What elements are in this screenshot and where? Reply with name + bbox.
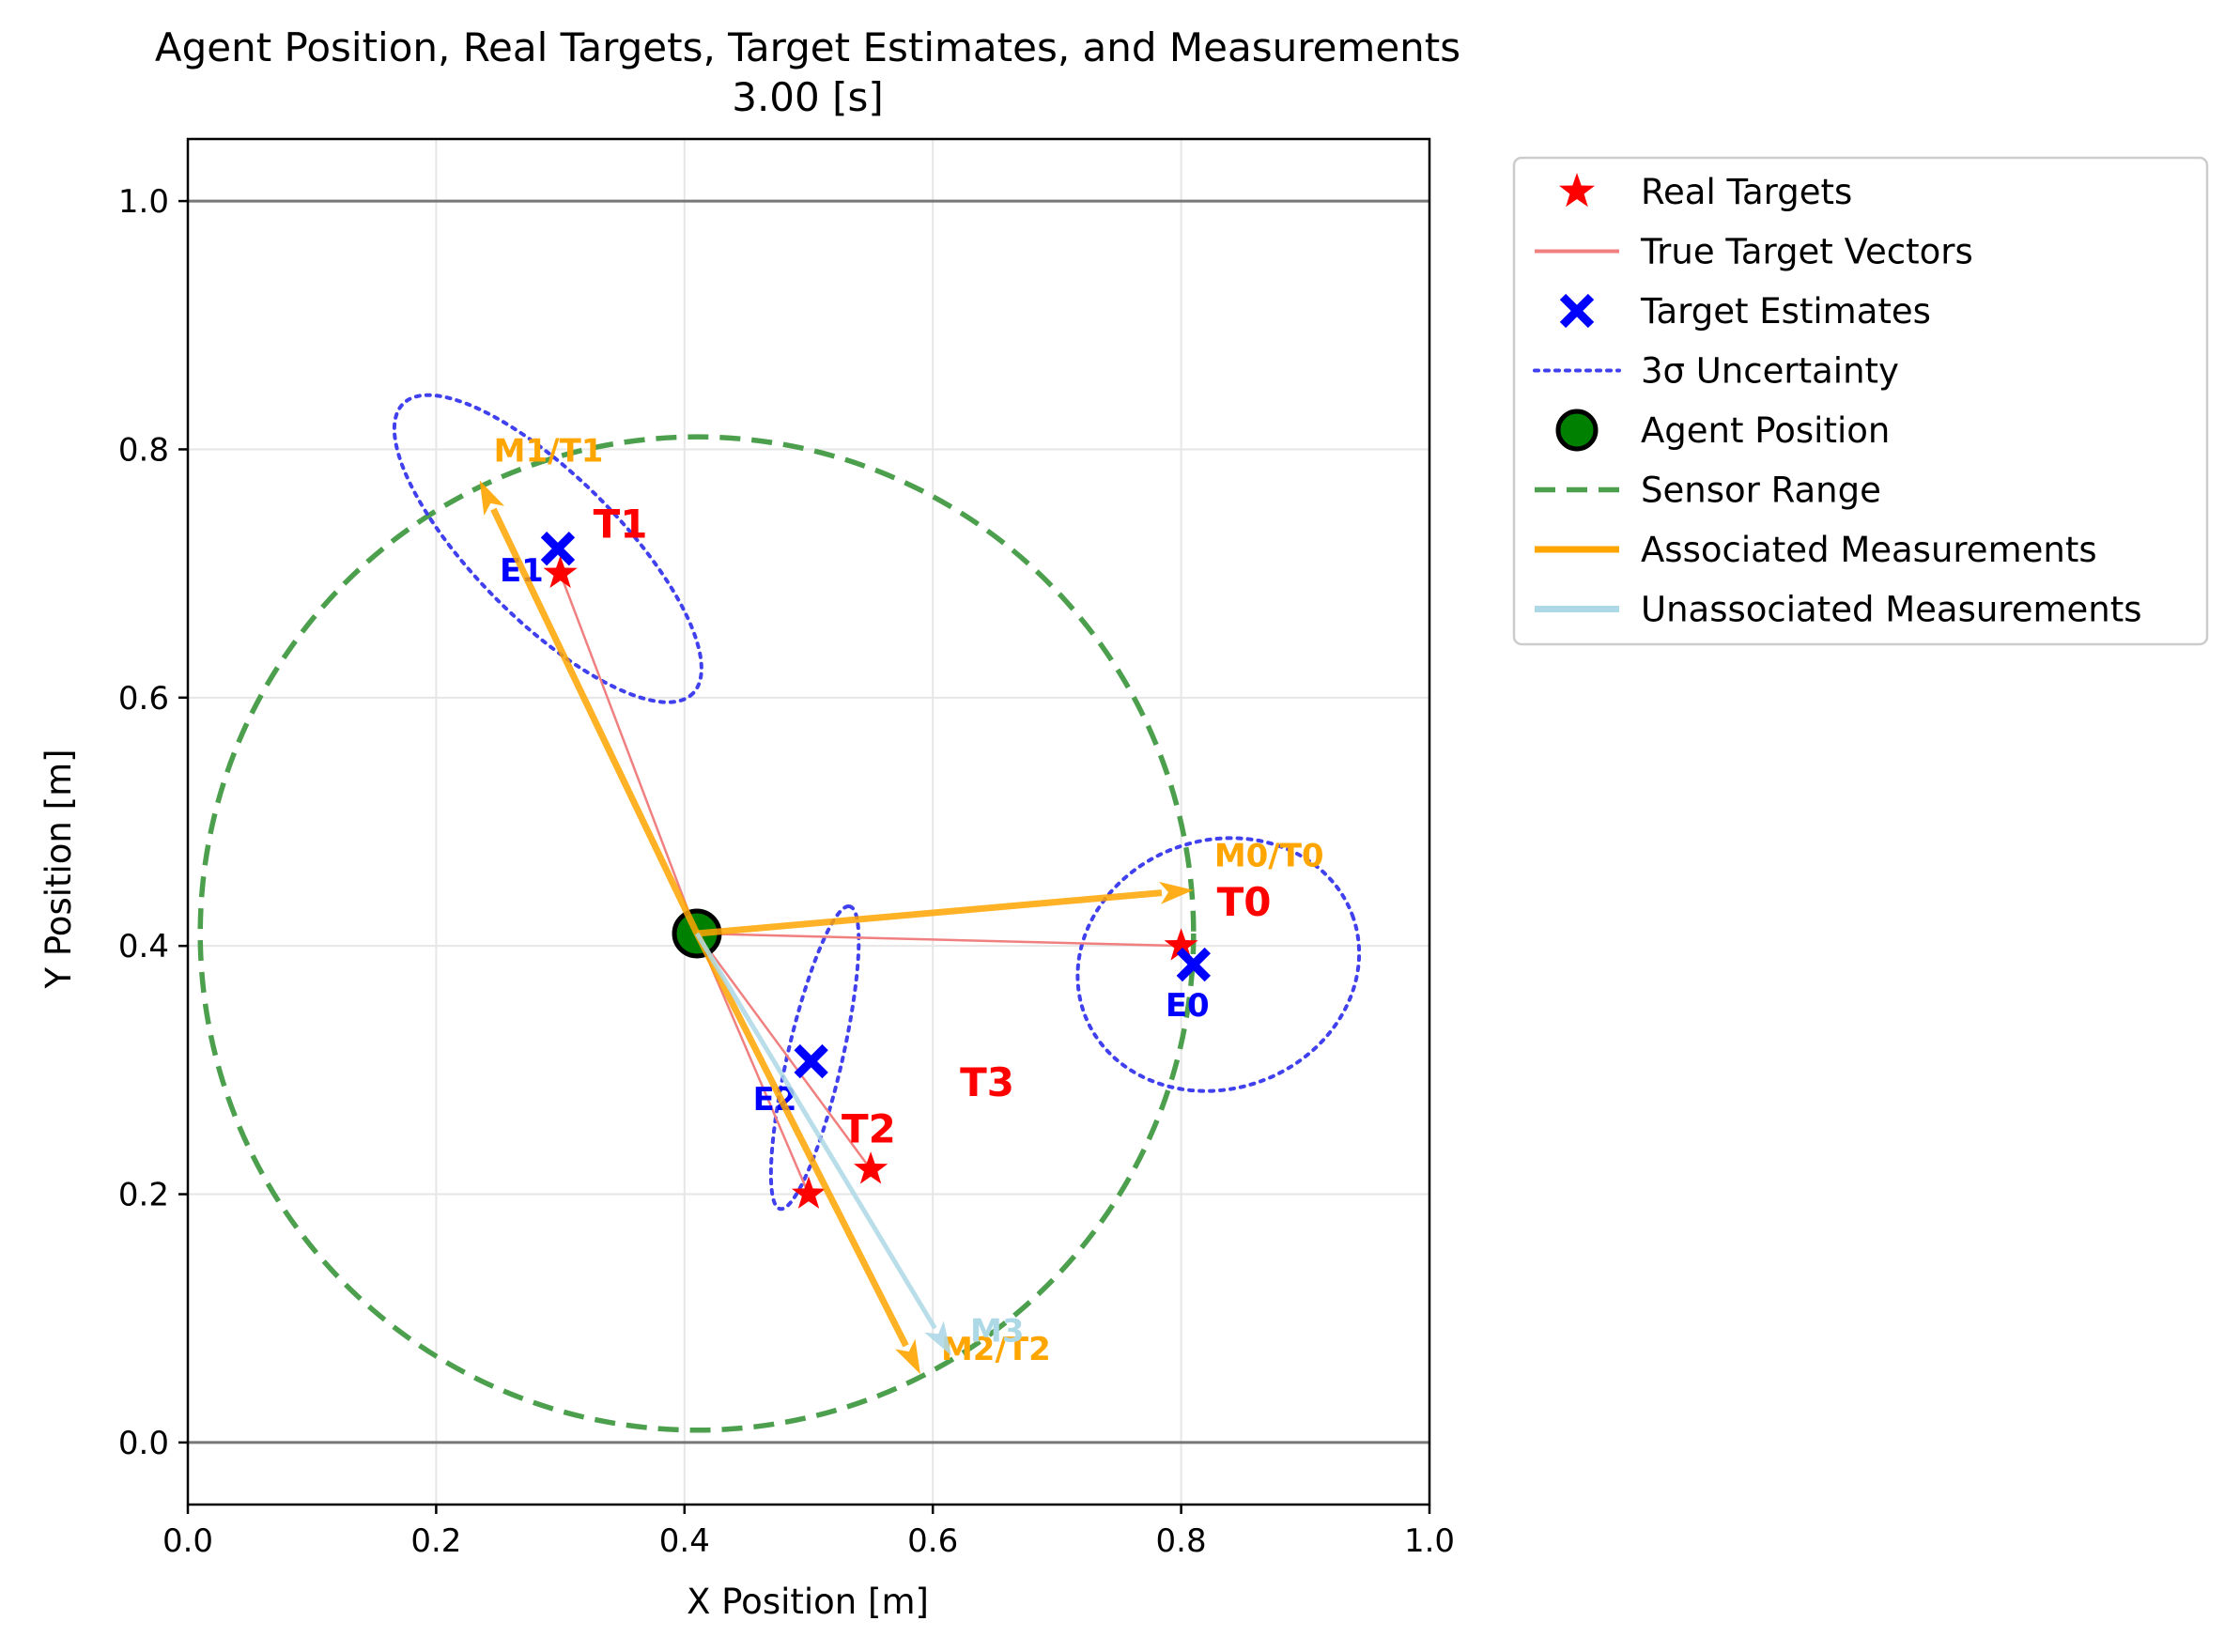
- uncertainty-ellipse: [392, 393, 703, 704]
- associated-measurement-arrow-head: [1158, 881, 1194, 904]
- sensor-range-circle: [197, 434, 1197, 1433]
- y-tick-label: 0.6: [118, 680, 169, 718]
- legend-star-icon: [1559, 173, 1595, 208]
- uncertainty-ellipse: [768, 903, 861, 1212]
- measurement-label: M3: [970, 1312, 1025, 1350]
- target-estimate-marker-stroke-b: [794, 1043, 828, 1079]
- x-tick-label: 0.4: [659, 1522, 710, 1560]
- legend-item: Target Estimates: [1559, 291, 1931, 332]
- real-target-label: T0: [1217, 879, 1272, 925]
- x-axis-label: X Position [m]: [687, 1582, 929, 1622]
- uncertainty-ellipse: [1075, 836, 1362, 1093]
- unassociated-measurement-arrow-head: [924, 1320, 952, 1356]
- target-estimate-marker: [1176, 947, 1212, 982]
- y-tick-label: 0.4: [118, 928, 169, 965]
- legend-label: Agent Position: [1641, 410, 1890, 451]
- true-target-vector: [696, 932, 1182, 948]
- legend-label: Unassociated Measurements: [1641, 590, 2142, 630]
- associated-measurement-arrow: [696, 881, 1194, 937]
- legend-label: True Target Vectors: [1640, 232, 1973, 272]
- y-tick-label: 0.8: [118, 431, 169, 469]
- plot-area: T0T1T2T3E0E1E2M0/T0M1/T1M2/T2M30.00.20.4…: [118, 137, 1455, 1560]
- measurement-label: M0/T0: [1214, 838, 1324, 875]
- legend-item: Sensor Range: [1535, 471, 1881, 511]
- legend-label: Associated Measurements: [1641, 530, 2097, 570]
- x-tick-label: 0.6: [907, 1522, 958, 1560]
- real-target-star: [1164, 928, 1198, 961]
- legend-x-icon: [1559, 293, 1595, 329]
- y-tick-label: 1.0: [118, 183, 169, 221]
- unassociated-measurement-arrow: [694, 932, 952, 1356]
- legend-item: Agent Position: [1555, 409, 1890, 452]
- legend-item: True Target Vectors: [1535, 232, 1973, 272]
- y-axis-label: Y Position [m]: [39, 749, 79, 989]
- target-estimate-marker: [794, 1043, 828, 1079]
- measurement-label: M2/T2: [941, 1331, 1051, 1368]
- associated-measurement-arrow-head: [894, 1338, 920, 1375]
- y-tick-label: 0.2: [118, 1177, 169, 1214]
- associated-measurement-arrow-shaft: [693, 932, 909, 1348]
- legend-label: Sensor Range: [1641, 471, 1881, 511]
- legend-item: 3σ Uncertainty: [1533, 351, 1899, 392]
- associated-measurement-arrow: [479, 480, 701, 935]
- legend-box: [1512, 156, 2209, 646]
- unassociated-measurement-arrow-shaft: [694, 932, 937, 1330]
- associated-measurement-arrow: [693, 932, 920, 1375]
- measurement-label: M1/T1: [494, 433, 604, 471]
- legend-item: Unassociated Measurements: [1535, 590, 2142, 630]
- x-tick-label: 0.2: [410, 1522, 461, 1560]
- real-target-label: T3: [960, 1059, 1014, 1105]
- legend: Real Targets True Target Vectors Target Es…: [1512, 156, 2209, 646]
- x-tick-label: 0.0: [162, 1522, 213, 1560]
- true-target-vector: [559, 573, 699, 934]
- target-estimate-marker-stroke-b: [540, 532, 576, 566]
- x-tick-label: 0.8: [1156, 1522, 1207, 1560]
- real-target-label: T1: [594, 502, 648, 548]
- associated-measurement-arrow-shaft: [696, 889, 1163, 937]
- legend-label: Target Estimates: [1640, 291, 1931, 332]
- chart-title: Agent Position, Real Targets, Target Est…: [155, 24, 1460, 70]
- associated-measurement-arrow-head: [479, 480, 505, 517]
- target-estimate-marker-stroke-b: [1176, 947, 1212, 982]
- axes-frame: [186, 137, 1431, 1506]
- legend-circle-icon: [1555, 409, 1599, 452]
- real-target-star: [543, 555, 578, 588]
- true-target-vector: [696, 933, 873, 1170]
- estimate-label: E0: [1166, 987, 1210, 1025]
- real-target-star: [791, 1176, 826, 1209]
- real-target-label: T2: [842, 1106, 896, 1152]
- legend-item: Real Targets: [1559, 172, 1852, 212]
- y-tick-label: 0.0: [118, 1425, 169, 1462]
- target-estimate-marker: [540, 532, 576, 566]
- legend-label: Real Targets: [1641, 172, 1852, 212]
- x-tick-label: 1.0: [1404, 1522, 1455, 1560]
- associated-measurement-arrow-shaft: [490, 507, 701, 935]
- legend-label: 3σ Uncertainty: [1641, 351, 1899, 392]
- legend-item: Associated Measurements: [1535, 530, 2097, 570]
- real-target-star: [854, 1151, 888, 1184]
- chart-subtitle: 3.00 [s]: [732, 74, 884, 120]
- legend-x-icon-stroke-b: [1559, 293, 1595, 329]
